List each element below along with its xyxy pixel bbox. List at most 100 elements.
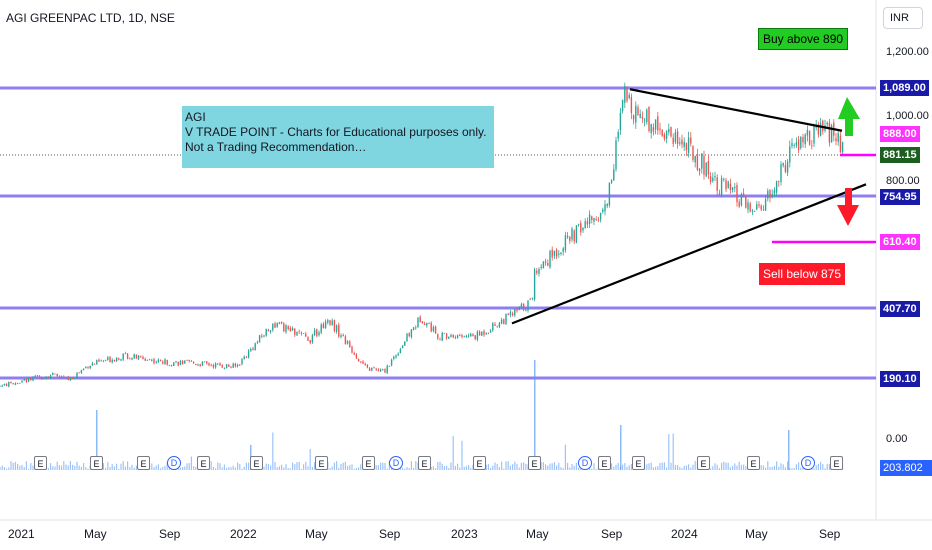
volume-bar <box>228 467 230 470</box>
volume-bar <box>210 461 212 470</box>
candle-body <box>659 128 661 131</box>
candle-body <box>333 320 336 331</box>
volume-bar <box>569 467 571 470</box>
volume-bar <box>738 461 740 470</box>
volume-bar <box>446 465 448 470</box>
candle-body <box>764 199 767 211</box>
candle-body <box>507 314 509 315</box>
volume-bar <box>303 464 305 470</box>
earnings-marker[interactable]: E <box>598 456 611 470</box>
dividend-marker[interactable]: D <box>167 456 181 470</box>
candle-body <box>19 382 21 384</box>
candle-body <box>115 357 118 362</box>
candle-body <box>362 361 364 364</box>
candle-body <box>87 367 89 368</box>
earnings-marker[interactable]: E <box>632 456 645 470</box>
volume-bar <box>87 468 89 470</box>
candle-body <box>478 331 481 336</box>
volume-spike <box>534 360 536 470</box>
candle-body <box>258 335 261 343</box>
volume-bar <box>690 467 692 470</box>
volume-bar <box>186 463 188 470</box>
lower-trendline <box>511 183 867 325</box>
candle-body <box>445 333 448 339</box>
earnings-marker[interactable]: E <box>362 456 375 470</box>
volume-spike <box>620 425 622 470</box>
candle-body <box>806 130 809 136</box>
volume-bar <box>767 461 769 470</box>
earnings-marker[interactable]: E <box>747 456 760 470</box>
candle-body <box>245 356 248 358</box>
dividend-marker[interactable]: D <box>578 456 592 470</box>
candle-body <box>839 135 842 153</box>
price-scale-label: 0.00 <box>886 433 908 445</box>
candle-body <box>371 367 373 371</box>
volume-bar <box>311 466 313 470</box>
candle-body <box>199 364 201 367</box>
dividend-marker[interactable]: D <box>389 456 403 470</box>
volume-bar <box>661 462 663 470</box>
earnings-marker[interactable]: E <box>34 456 47 470</box>
candle-body <box>456 335 459 339</box>
earnings-marker[interactable]: E <box>250 456 263 470</box>
volume-bar <box>435 468 437 470</box>
candle-body <box>63 376 65 378</box>
volume-bar <box>811 467 813 470</box>
earnings-marker[interactable]: E <box>697 456 710 470</box>
volume-bar <box>265 463 267 470</box>
candle-body <box>239 364 241 366</box>
candle-body <box>575 225 578 243</box>
dividend-marker[interactable]: D <box>801 456 815 470</box>
candle-body <box>573 230 575 242</box>
candle-body <box>74 377 76 379</box>
candle-body <box>89 365 91 369</box>
candle-body <box>412 327 415 330</box>
earnings-marker[interactable]: E <box>197 456 210 470</box>
volume-bar <box>571 464 573 470</box>
volume-bar <box>135 465 137 470</box>
currency-button[interactable]: INR <box>883 7 923 29</box>
candle-body <box>562 248 564 253</box>
candle-body <box>800 136 802 149</box>
volume-bar <box>727 462 729 470</box>
volume-bar <box>338 467 340 470</box>
volume-bar <box>6 468 8 470</box>
earnings-marker[interactable]: E <box>90 456 103 470</box>
candle-body <box>597 219 600 221</box>
candle-body <box>723 179 725 180</box>
volume-bar <box>560 467 562 470</box>
candle-body <box>635 105 637 123</box>
candle-body <box>674 132 677 143</box>
candle-body <box>509 312 512 315</box>
candle-body <box>709 176 712 182</box>
earnings-marker[interactable]: E <box>830 456 843 470</box>
volume-bar <box>817 463 819 470</box>
volume-bar <box>630 463 632 470</box>
candle-body <box>368 368 371 371</box>
candle-body <box>729 183 732 191</box>
earnings-marker[interactable]: E <box>315 456 328 470</box>
earnings-marker[interactable]: E <box>137 456 150 470</box>
volume-bar <box>289 468 291 470</box>
volume-bar <box>776 461 778 470</box>
candle-body <box>747 202 749 210</box>
candle-body <box>762 209 765 211</box>
candle-body <box>390 359 393 366</box>
candle-body <box>632 115 635 120</box>
candle-body <box>450 334 452 337</box>
candle-body <box>718 193 721 195</box>
candle-body <box>496 326 498 328</box>
candle-body <box>243 356 245 359</box>
earnings-marker[interactable]: E <box>473 456 486 470</box>
volume-spike <box>96 410 98 470</box>
volume-bar <box>298 461 300 470</box>
earnings-marker[interactable]: E <box>528 456 541 470</box>
volume-bar <box>0 467 1 470</box>
volume-bar <box>182 467 184 470</box>
candle-body <box>285 325 287 333</box>
volume-bar <box>382 462 384 470</box>
earnings-marker[interactable]: E <box>418 456 431 470</box>
volume-bar <box>344 461 346 470</box>
candle-body <box>52 373 54 376</box>
